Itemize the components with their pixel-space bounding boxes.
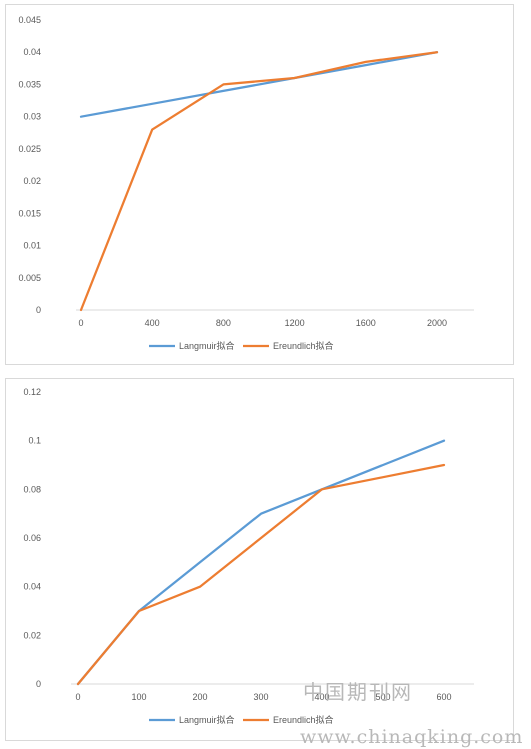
- legend-label: Langmuir拟合: [179, 340, 235, 351]
- y-tick-label: 0.045: [18, 15, 41, 25]
- x-tick-label: 500: [375, 692, 390, 702]
- watermark-cn: 中国期刊网: [303, 680, 413, 704]
- y-tick-label: 0.03: [23, 112, 41, 122]
- series-line-langmuir: [76, 439, 446, 686]
- x-tick-label: 400: [314, 692, 329, 702]
- x-tick-label: 2000: [427, 318, 447, 328]
- x-tick-label: 400: [145, 318, 160, 328]
- y-tick-label: 0.015: [18, 208, 41, 218]
- y-tick-label: 0.02: [23, 630, 41, 640]
- y-tick-label: 0.025: [18, 144, 41, 154]
- x-tick-label: 600: [436, 692, 451, 702]
- y-tick-label: 0.08: [23, 484, 41, 494]
- y-tick-label: 0.005: [18, 273, 41, 283]
- y-tick-label: 0.035: [18, 79, 41, 89]
- y-tick-label: 0.02: [23, 176, 41, 186]
- series-line-langmuir: [79, 51, 439, 118]
- legend-label: Langmuir拟合: [179, 714, 235, 725]
- x-tick-label: 200: [192, 692, 207, 702]
- x-tick-label: 800: [216, 318, 231, 328]
- x-tick-label: 300: [253, 692, 268, 702]
- legend-label: Ereundlich拟合: [273, 714, 334, 725]
- y-tick-label: 0.06: [23, 533, 41, 543]
- series-line-freundlich: [79, 51, 439, 312]
- chart-1-svg: 0 0.005 0.01 0.015 0.02 0.025 0.03 0.035 0.04 0.0…: [18, 15, 474, 351]
- chart-1-panel: 0 0.005 0.01 0.015 0.02 0.025 0.03 0.035 0.04 0.0…: [5, 4, 514, 365]
- x-tick-label: 0: [78, 318, 83, 328]
- y-tick-label: 0: [36, 679, 41, 689]
- y-tick-label: 0.04: [23, 582, 41, 592]
- x-tick-label: 100: [131, 692, 146, 702]
- legend-label: Ereundlich拟合: [273, 340, 334, 351]
- series-line-freundlich: [76, 463, 446, 686]
- chart-2-panel: 0 0.02 0.04 0.06 0.08 0.1 0.12 0 100 200 300 400 500…: [5, 378, 514, 741]
- x-tick-label: 1200: [285, 318, 305, 328]
- y-tick-label: 0.1: [28, 436, 41, 446]
- x-tick-label: 1600: [356, 318, 376, 328]
- x-tick-label: 0: [75, 692, 80, 702]
- y-tick-label: 0.04: [23, 47, 41, 57]
- y-tick-label: 0: [36, 305, 41, 315]
- chart-2-svg: 0 0.02 0.04 0.06 0.08 0.1 0.12 0 100 200 300 400 500…: [23, 387, 474, 725]
- y-tick-label: 0.01: [23, 241, 41, 251]
- watermark-url: www.chinaqking.com: [300, 726, 524, 748]
- y-tick-label: 0.12: [23, 387, 41, 397]
